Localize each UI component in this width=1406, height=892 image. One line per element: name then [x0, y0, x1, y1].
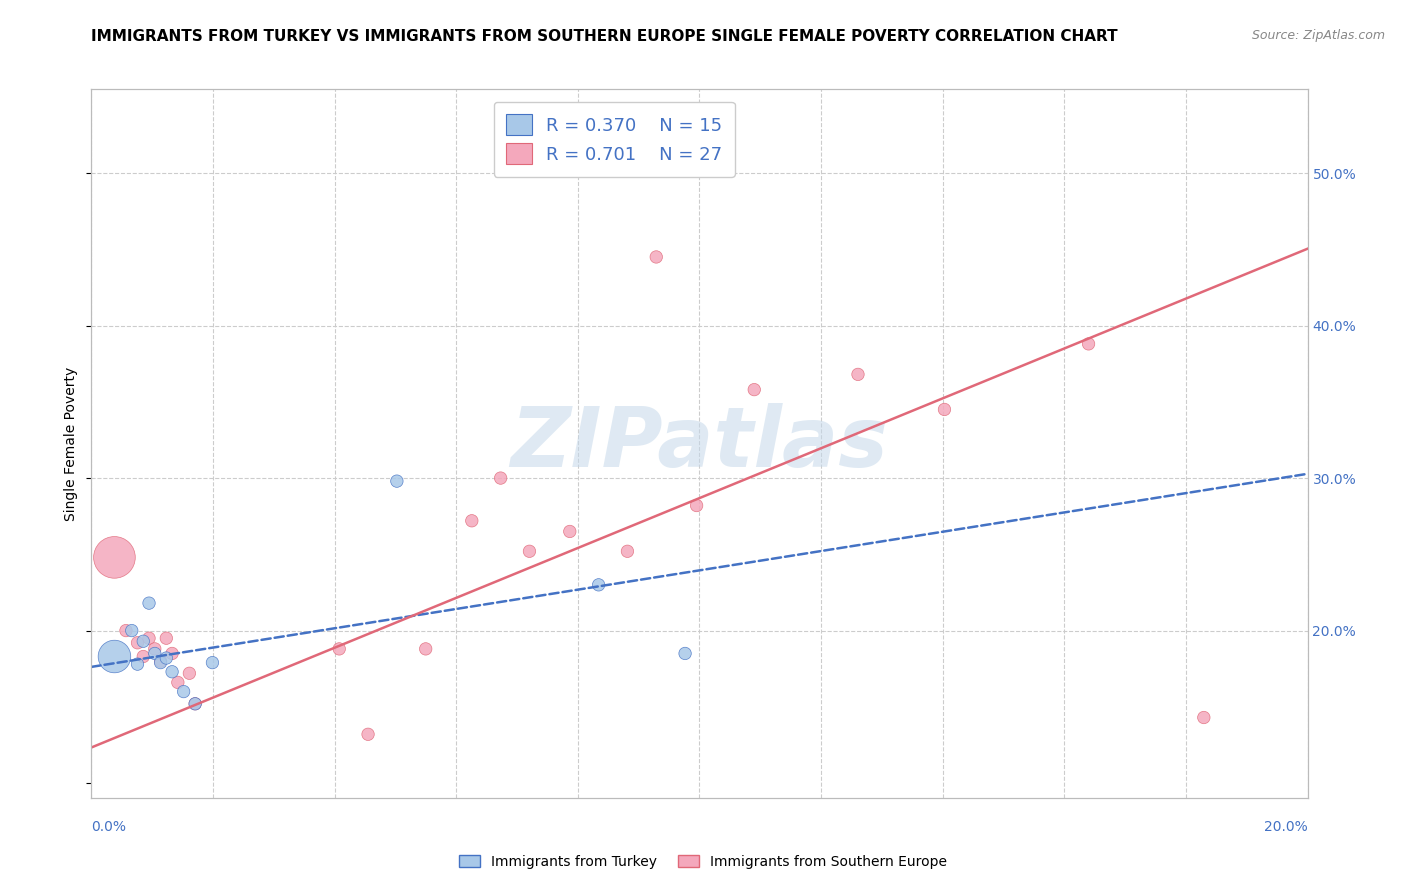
Point — [149, 654, 172, 668]
Point — [173, 684, 195, 698]
Point — [742, 383, 765, 397]
Text: Source: ZipAtlas.com: Source: ZipAtlas.com — [1251, 29, 1385, 42]
Point — [115, 624, 138, 638]
Point — [588, 578, 610, 592]
Point — [127, 657, 149, 672]
Point — [160, 665, 183, 679]
Point — [1192, 710, 1215, 724]
Point — [616, 544, 638, 558]
Point — [103, 550, 125, 565]
Point — [1077, 337, 1099, 351]
Point — [127, 636, 149, 650]
Point — [934, 402, 956, 417]
Point — [166, 675, 188, 690]
Point — [846, 368, 869, 382]
Text: IMMIGRANTS FROM TURKEY VS IMMIGRANTS FROM SOUTHERN EUROPE SINGLE FEMALE POVERTY : IMMIGRANTS FROM TURKEY VS IMMIGRANTS FRO… — [91, 29, 1118, 44]
Y-axis label: Single Female Poverty: Single Female Poverty — [65, 367, 79, 521]
Point — [138, 596, 160, 610]
Point — [155, 631, 177, 645]
Point — [155, 651, 177, 665]
Point — [179, 666, 201, 681]
Point — [461, 514, 484, 528]
Point — [184, 697, 207, 711]
Text: ZIPatlas: ZIPatlas — [510, 403, 889, 484]
Legend: R = 0.370    N = 15, R = 0.701    N = 27: R = 0.370 N = 15, R = 0.701 N = 27 — [494, 102, 735, 177]
Point — [645, 250, 668, 264]
Point — [357, 727, 380, 741]
Point — [132, 634, 155, 648]
Legend: Immigrants from Turkey, Immigrants from Southern Europe: Immigrants from Turkey, Immigrants from … — [454, 849, 952, 874]
Point — [138, 631, 160, 645]
Point — [385, 474, 408, 488]
Point — [132, 649, 155, 664]
Point — [201, 656, 224, 670]
Point — [143, 647, 166, 661]
Text: 0.0%: 0.0% — [91, 821, 127, 834]
Point — [160, 647, 183, 661]
Point — [103, 649, 125, 664]
Text: 20.0%: 20.0% — [1264, 821, 1308, 834]
Point — [149, 656, 172, 670]
Point — [558, 524, 581, 539]
Point — [121, 624, 143, 638]
Point — [415, 641, 437, 656]
Point — [519, 544, 541, 558]
Point — [184, 697, 207, 711]
Point — [685, 499, 707, 513]
Point — [673, 647, 696, 661]
Point — [328, 641, 350, 656]
Point — [489, 471, 512, 485]
Point — [143, 641, 166, 656]
